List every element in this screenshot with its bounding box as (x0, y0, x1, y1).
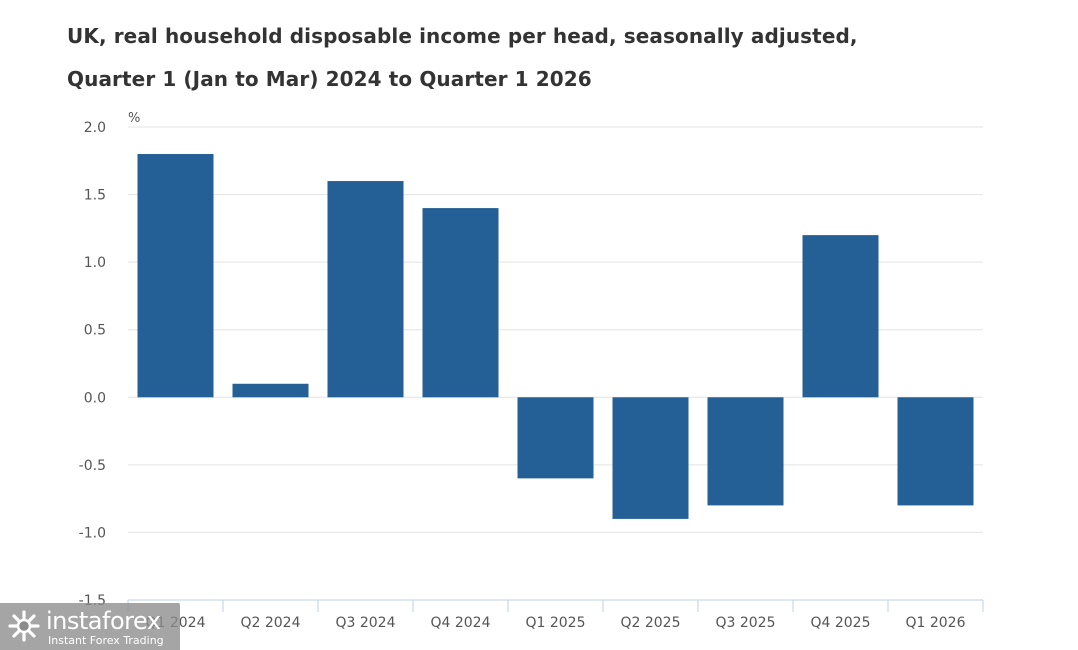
watermark-brand: instaforex (46, 607, 161, 635)
bar (612, 397, 689, 519)
watermark-tagline: Instant Forex Trading (48, 634, 164, 647)
x-tick-label: Q3 2025 (715, 615, 775, 631)
bar (327, 181, 404, 398)
y-tick-label: 0.0 (84, 390, 106, 406)
y-tick-label: 0.5 (84, 323, 106, 339)
y-axis-labels: 2.01.51.00.50.0-0.5-1.0-1.5 (79, 120, 106, 609)
y-tick-label: -1.0 (79, 525, 106, 541)
x-tick-label: Q4 2024 (430, 615, 490, 631)
chart-title: UK, real household disposable income per… (67, 24, 858, 48)
x-tick-label: Q2 2024 (240, 615, 300, 631)
x-tick-label: Q4 2025 (810, 615, 870, 631)
x-tick-label: Q2 2025 (620, 615, 680, 631)
x-tick-label: Q3 2024 (335, 615, 395, 631)
watermark: instaforex Instant Forex Trading (0, 603, 180, 650)
y-tick-label: 1.0 (84, 255, 106, 271)
instaforex-logo-icon (8, 610, 40, 642)
y-tick-label: 1.5 (84, 188, 106, 204)
x-tick-label: Q1 2026 (905, 615, 965, 631)
chart-subtitle: Quarter 1 (Jan to Mar) 2024 to Quarter 1… (67, 67, 592, 91)
bar (517, 397, 594, 479)
x-tick-label: Q1 2025 (525, 615, 585, 631)
bar (232, 383, 309, 398)
x-axis (127, 599, 984, 612)
bars (137, 154, 974, 519)
bar (422, 208, 499, 398)
y-tick-label: 2.0 (84, 120, 106, 136)
y-axis-unit-label: % (128, 111, 140, 126)
bar (897, 397, 974, 506)
bar (802, 235, 879, 398)
bar (137, 154, 214, 398)
bar (707, 397, 784, 506)
y-tick-label: -0.5 (79, 458, 106, 474)
